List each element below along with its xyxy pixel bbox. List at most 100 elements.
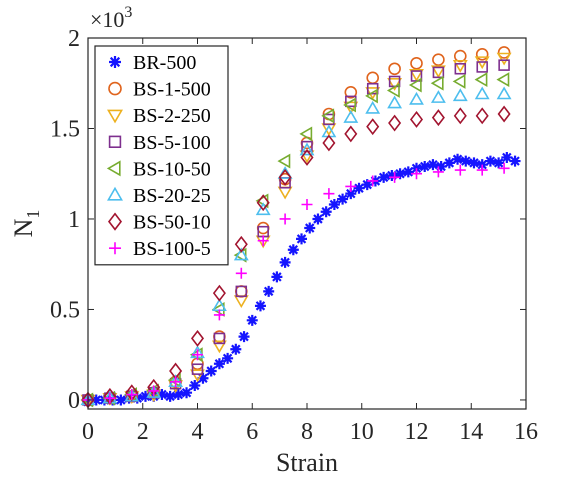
data-point [501, 151, 513, 163]
data-point [299, 126, 313, 142]
data-point [230, 343, 242, 355]
data-point [279, 213, 291, 225]
data-point [271, 271, 283, 283]
data-point [170, 376, 182, 388]
data-point [235, 285, 248, 298]
data-point [190, 369, 205, 383]
y-axis-multiplier-base: ×10 [90, 7, 124, 32]
data-point [257, 235, 269, 247]
data-point [394, 168, 406, 180]
data-point [454, 164, 466, 176]
legend-marker [107, 212, 123, 231]
axis-ticks: 0 2 4 6 8 10 12 14 16 0 0.5 1 1.5 2 [50, 26, 538, 445]
data-point [454, 63, 467, 75]
data-point [115, 394, 127, 406]
data-point [126, 389, 138, 401]
data-point [191, 363, 204, 375]
data-point [312, 213, 324, 225]
data-point [238, 331, 250, 343]
data-point [419, 160, 431, 172]
data-point [498, 59, 510, 71]
data-point [432, 53, 445, 67]
data-point [365, 100, 381, 114]
data-point [190, 329, 205, 347]
data-point [427, 159, 439, 171]
data-point [213, 358, 225, 370]
data-point [189, 379, 201, 391]
data-point [344, 125, 358, 143]
data-point [321, 108, 335, 124]
data-point [509, 155, 521, 167]
data-point [181, 387, 193, 399]
data-point [476, 164, 488, 176]
data-point [411, 168, 422, 180]
y-axis-multiplier: ×103 [90, 4, 132, 32]
data-point [361, 179, 373, 191]
legend-label: BS-2-250 [133, 105, 211, 127]
data-point [430, 65, 446, 79]
y-tick-label: 1 [68, 207, 80, 233]
data-point [256, 194, 270, 212]
data-point [197, 372, 209, 384]
data-point [287, 244, 299, 256]
legend-label: BS-50-10 [133, 212, 211, 234]
y-axis-multiplier-exponent: 3 [124, 4, 132, 21]
data-point [235, 267, 247, 279]
data-point [389, 171, 401, 183]
data-point [378, 171, 390, 183]
data-point [233, 247, 249, 261]
data-point [328, 198, 340, 210]
data-point [192, 349, 203, 361]
legend-label: BS-20-25 [133, 185, 211, 207]
data-point [432, 66, 445, 79]
data-point [496, 86, 512, 100]
legend-label: BS-1-500 [133, 79, 211, 101]
data-point [452, 88, 468, 102]
x-axis-title: Strain [276, 448, 338, 477]
legend-marker [107, 186, 123, 201]
data-point [496, 72, 510, 88]
y-tick-label: 2 [68, 26, 80, 52]
data-point [365, 88, 378, 104]
data-point [343, 97, 357, 113]
data-point [497, 105, 511, 123]
data-point [452, 73, 466, 89]
data-marks [80, 46, 521, 409]
data-point [443, 157, 455, 169]
data-point [498, 162, 510, 174]
data-point [468, 157, 480, 169]
y-axis-title-subscript: 1 [23, 210, 43, 219]
data-point [278, 168, 292, 186]
data-point [322, 134, 336, 152]
data-point [172, 389, 184, 401]
data-point [263, 285, 275, 297]
data-point [139, 390, 151, 402]
data-point [484, 155, 496, 167]
data-point [432, 166, 444, 178]
data-point [475, 47, 489, 61]
x-tick-label: 10 [350, 419, 374, 445]
legend-label: BR-500 [133, 52, 196, 74]
data-point [408, 77, 422, 93]
data-point [402, 166, 414, 178]
data-point [366, 118, 380, 136]
data-point [387, 78, 403, 91]
data-point [320, 206, 332, 218]
data-point [104, 392, 116, 404]
data-point [474, 86, 490, 100]
data-point [475, 107, 489, 125]
data-point [212, 284, 226, 302]
data-point [254, 300, 266, 312]
data-point [476, 61, 488, 73]
data-point [345, 188, 357, 200]
data-point [211, 340, 227, 354]
legend-label: BS-5-100 [133, 132, 211, 154]
data-point [213, 332, 226, 345]
data-point [222, 352, 234, 364]
data-point [323, 188, 335, 200]
data-point [474, 72, 488, 88]
legend-marker [107, 109, 123, 124]
data-point [277, 153, 291, 169]
data-point [453, 49, 467, 63]
